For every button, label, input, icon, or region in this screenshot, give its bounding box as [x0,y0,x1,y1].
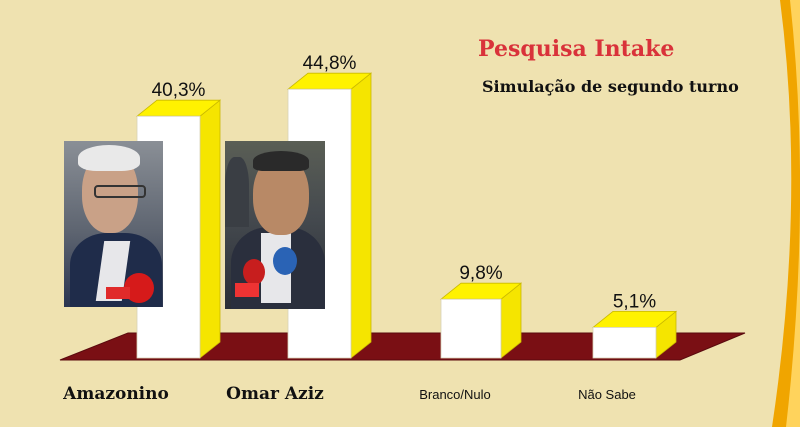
tick-label: Amazonino [62,384,169,404]
chart-title: Pesquisa Intake [478,36,675,62]
tick-label: Branco/Nulo [419,387,491,402]
data-label: 9,8% [459,263,502,284]
candidate-photo-amazonino [64,141,163,307]
accent-stripe [772,0,800,427]
chart-floor [59,332,746,361]
chart-subtitle: Simulação de segundo turno [482,77,739,96]
tick-label: Não Sabe [578,387,636,402]
tick-label: Omar Aziz [226,384,324,404]
bar [592,326,657,359]
candidate-photo-omar-aziz [225,141,325,309]
bar [440,298,502,359]
bar-side [199,99,221,359]
accent-stripe-light [786,0,800,427]
data-label: 5,1% [613,291,656,312]
data-label: 40,3% [152,80,206,101]
bar-side [350,72,372,359]
data-label: 44,8% [303,53,357,74]
